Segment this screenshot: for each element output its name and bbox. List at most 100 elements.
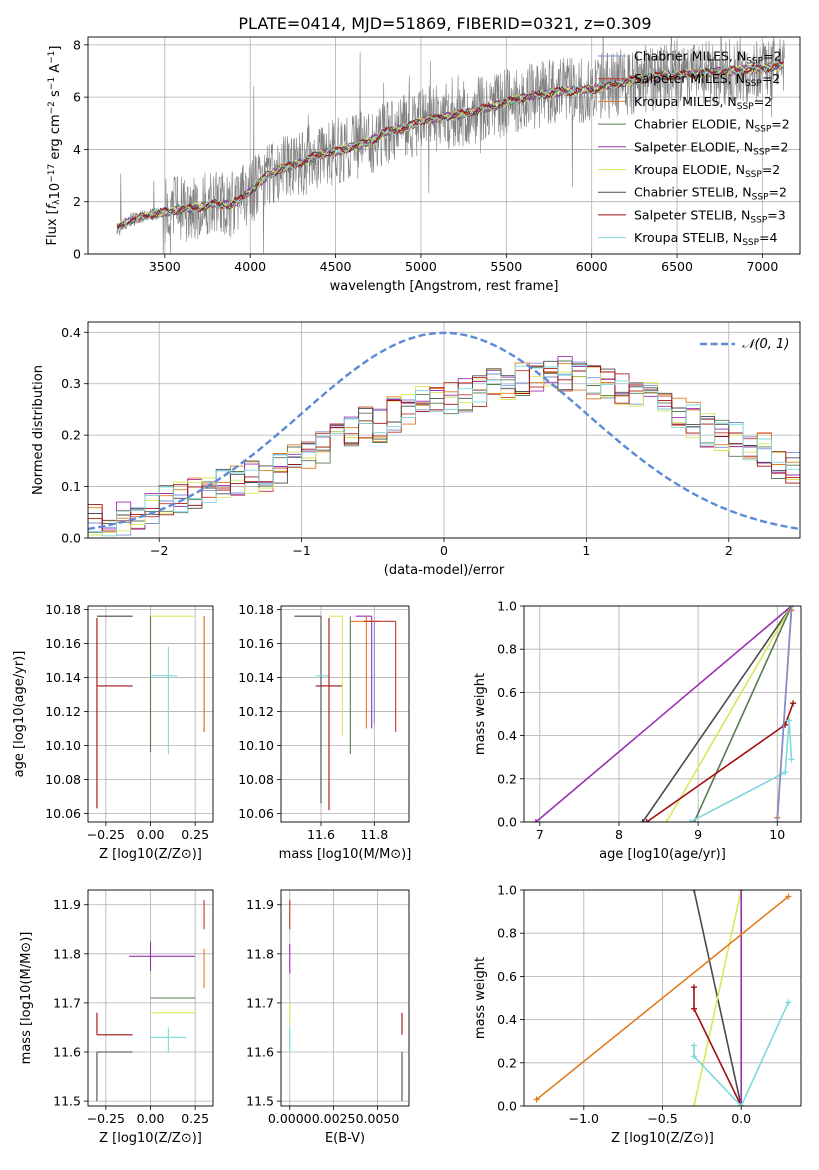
x-tick-label: 4000	[234, 259, 266, 274]
legend-entry: Kroupa ELODIE, NSSP=2	[634, 162, 780, 180]
weight-line	[693, 987, 742, 1106]
x-tick-label: −1	[292, 543, 310, 558]
legend-entry: Salpeter STELIB, NSSP=3	[634, 207, 786, 225]
weight-marker	[788, 756, 795, 763]
y-axis-label-part: f	[45, 202, 60, 209]
y-tick-label: 10.18	[45, 602, 81, 617]
legend-nssp: =2	[770, 139, 788, 154]
y-axis-label-part: −1	[47, 51, 57, 64]
legend-subscript: SSP	[753, 147, 770, 157]
weight-line	[693, 890, 742, 1106]
x-axis-label: Z [log10(Z/Z⊙)]	[99, 1131, 202, 1146]
legend-entry: Salpeter ELODIE, NSSP=2	[634, 139, 788, 157]
spectrum-panel: 3500 4000 4500 5000 5500 6000 6500 7000 0 2 4 6 8 Cha…	[45, 36, 801, 294]
panels: 3500 4000 4500 5000 5500 6000 6500 7000 0 2 4 6 8 Cha…	[12, 36, 802, 1146]
x-tick-label: 0	[440, 543, 448, 558]
weight-marker	[687, 819, 694, 822]
x-tick-label: 4500	[320, 259, 352, 274]
weight-marker	[690, 1053, 697, 1060]
weight-marker	[663, 819, 670, 822]
y-axis-label: mass [log10(M/M⊙)]	[19, 932, 34, 1065]
y-tick-label: 0.8	[497, 642, 517, 657]
x-tick-label: −0.25	[87, 827, 125, 842]
mass-vs-Z-panel: −0.25 0.00 0.25 11.5 11.6 11.7 11.8 11.9 Z [log1…	[19, 889, 214, 1146]
y-tick-label: 0.2	[497, 1055, 517, 1070]
y-axis-label: age [log10(age/yr)]	[12, 651, 27, 778]
residuals-panel: −2 −1 0 1 2 0.0 0.1 0.2 0.3 0.4 𝒩(0, 1) (data-model…	[31, 321, 801, 578]
axes-frame	[87, 36, 801, 255]
mass-vs-EBV-panel: 0.0000 0.0025 0.0050 11.5 11.6 11.7 11.8 11.9 E(…	[246, 889, 410, 1146]
x-tick-label: 0.0	[731, 1111, 751, 1126]
legend-model-name: Kroupa ELODIE, N	[634, 162, 745, 177]
figure-title: PLATE=0414, MJD=51869, FIBERID=0321, z=0…	[238, 14, 651, 33]
y-axis-label-part: erg cm	[48, 114, 63, 163]
weight-line	[536, 895, 789, 1101]
x-tick-label: 7000	[747, 259, 779, 274]
legend-model-name: Salpeter MILES, N	[634, 71, 745, 86]
y-tick-label: 8	[73, 37, 81, 52]
axes-frame	[523, 889, 802, 1107]
legend-model-name: Salpeter ELODIE, N	[634, 139, 753, 154]
legend-model-name: Chabrier STELIB, N	[634, 185, 752, 200]
y-tick-label: 11.5	[246, 1094, 274, 1109]
gaussian-curve	[88, 331, 800, 531]
y-tick-label: 0.3	[61, 376, 81, 391]
mass-weight-vs-Z-panel: −1.0 −0.5 0.0 0.0 0.2 0.4 0.6 0.8 1.0 Z [log10(Z/…	[473, 883, 802, 1146]
x-tick-label: 3500	[149, 259, 181, 274]
y-tick-label: 10.14	[238, 670, 274, 685]
legend-model-name: Kroupa MILES, N	[634, 94, 737, 109]
y-axis-label-part: ]	[48, 46, 63, 51]
x-tick-label: 0.00	[137, 827, 165, 842]
y-tick-label: 10.16	[45, 636, 81, 651]
y-axis-label: Normed distribution	[31, 365, 46, 495]
y-tick-label: 11.9	[246, 897, 274, 912]
histogram-step	[88, 367, 800, 536]
legend-subscript: SSP	[745, 170, 762, 180]
weight-marker	[782, 769, 789, 776]
weight-marker	[690, 1042, 697, 1049]
y-axis-label-part: 10	[48, 183, 63, 200]
legend-subscript: SSP	[752, 193, 769, 203]
y-tick-label: 6	[73, 90, 81, 105]
axes-frame	[87, 889, 214, 1107]
y-tick-label: 0.8	[497, 926, 517, 941]
x-tick-label: 5500	[490, 259, 522, 274]
weight-line	[535, 606, 793, 822]
weight-marker	[738, 1103, 745, 1106]
mass-weight-vs-age-panel: 7 8 9 10 0.0 0.2 0.4 0.6 0.8 1.0 age [log10(age/yr…	[473, 599, 802, 862]
axes-frame	[280, 605, 410, 823]
legend-model-name: Chabrier MILES, N	[634, 49, 746, 64]
y-tick-label: 11.8	[246, 946, 274, 961]
weight-line	[642, 606, 793, 822]
x-tick-label: 0.00	[137, 1111, 165, 1126]
legend-nssp: =2	[762, 162, 780, 177]
legend-model-name: Salpeter STELIB, N	[634, 207, 750, 222]
x-axis-label: Z [log10(Z/Z⊙)]	[611, 1131, 714, 1146]
y-tick-label: 0.2	[497, 771, 517, 786]
weight-marker	[639, 819, 646, 822]
y-tick-label: 0.0	[497, 1099, 517, 1114]
x-tick-label: 0.0000	[268, 1111, 312, 1126]
y-tick-label: 10.16	[238, 636, 274, 651]
histogram-step	[88, 361, 800, 536]
y-tick-label: 11.9	[53, 897, 81, 912]
y-axis-label-part: −17	[47, 164, 57, 183]
legend-nssp: =2	[771, 117, 789, 132]
y-tick-label: 0.6	[497, 969, 517, 984]
histogram-step	[88, 364, 800, 537]
y-tick-label: 0	[73, 247, 81, 262]
legend-nssp: =2	[769, 185, 787, 200]
x-tick-label: −1.0	[569, 1111, 599, 1126]
y-tick-label: 10.18	[238, 602, 274, 617]
model-line	[116, 60, 784, 230]
y-tick-label: 1.0	[497, 599, 517, 614]
weight-marker	[690, 1103, 697, 1106]
weight-marker	[785, 893, 792, 900]
weight-line	[693, 606, 793, 822]
legend-model-name: Chabrier ELODIE, N	[634, 117, 754, 132]
weight-marker	[690, 890, 697, 893]
x-tick-label: 5000	[405, 259, 437, 274]
y-tick-label: 0.6	[497, 685, 517, 700]
legend-model-name: Kroupa STELIB, N	[634, 230, 742, 245]
